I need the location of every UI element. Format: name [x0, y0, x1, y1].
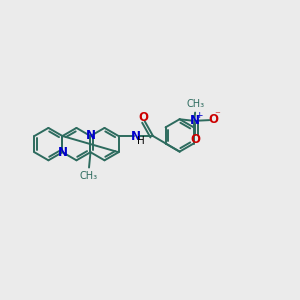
Text: ⁻: ⁻	[215, 110, 220, 120]
Text: O: O	[190, 133, 200, 146]
Text: CH₃: CH₃	[186, 99, 204, 109]
Text: N: N	[131, 130, 141, 142]
Text: N: N	[190, 114, 200, 127]
Text: +: +	[195, 111, 202, 120]
Text: CH₃: CH₃	[80, 171, 98, 181]
Text: N: N	[85, 129, 95, 142]
Text: O: O	[208, 113, 218, 126]
Text: O: O	[138, 111, 148, 124]
Text: N: N	[57, 146, 68, 159]
Text: H: H	[137, 136, 145, 146]
